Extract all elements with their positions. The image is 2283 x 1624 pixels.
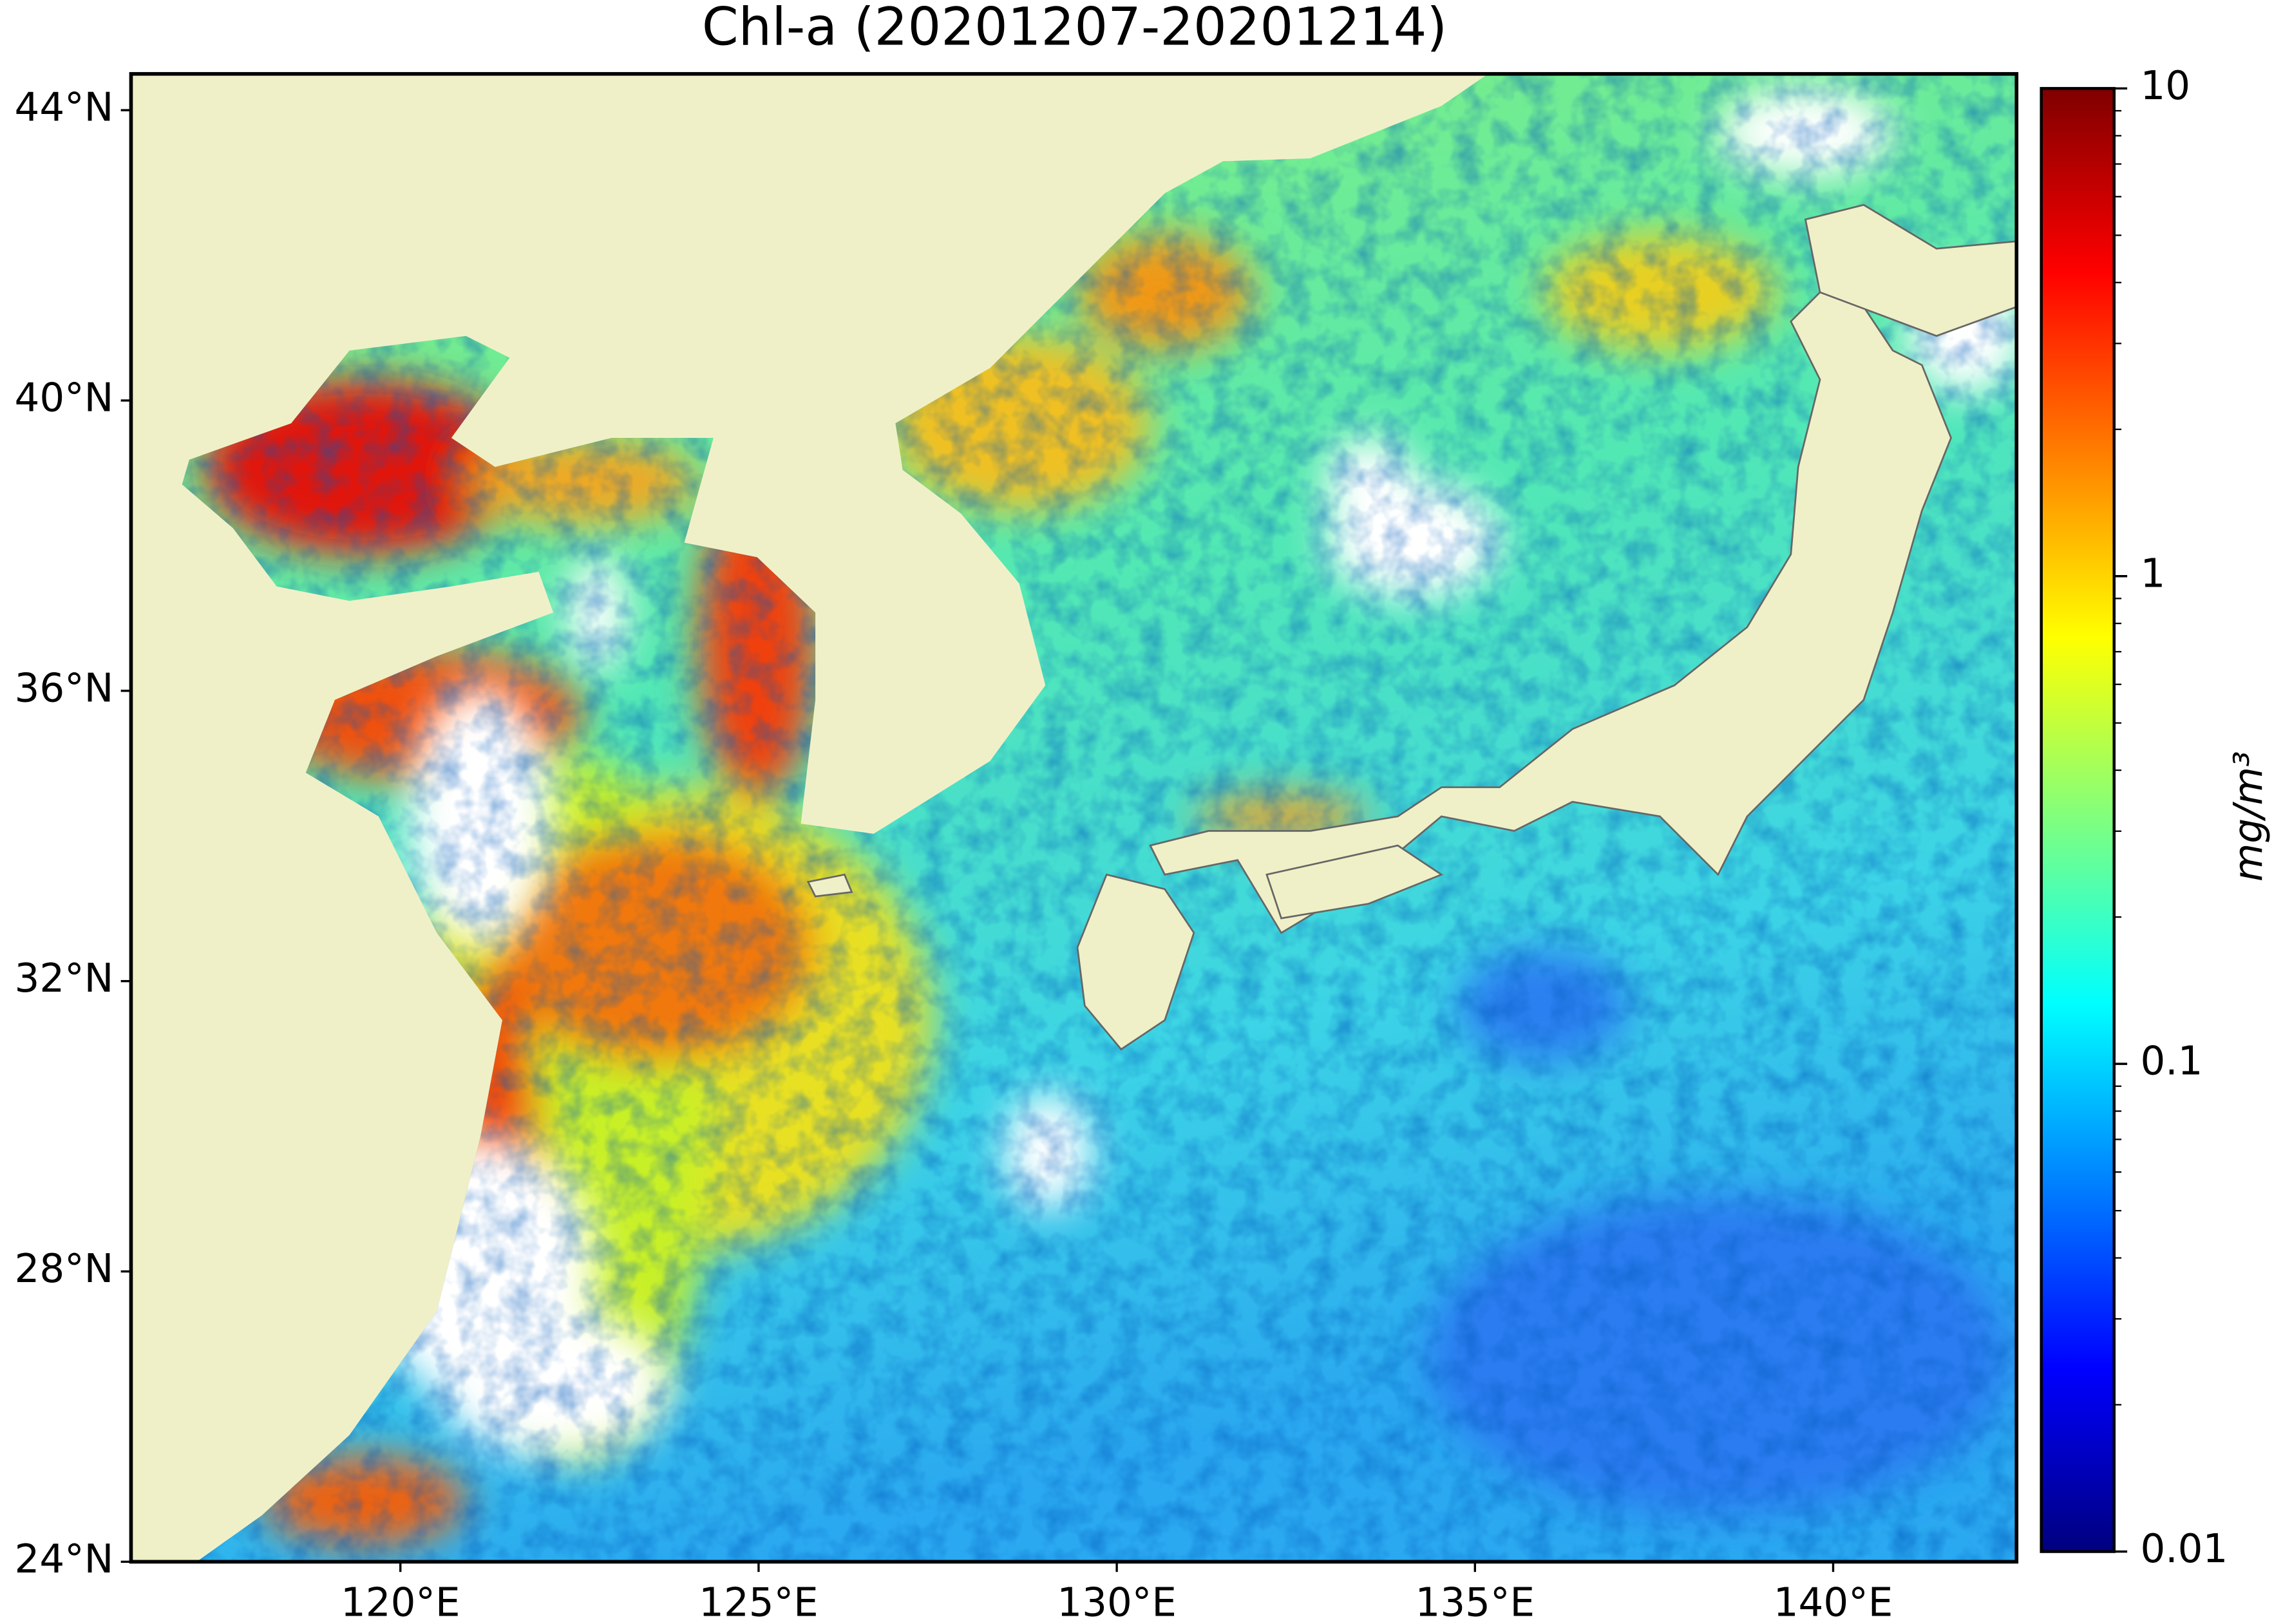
colorbar-tick-label: 10	[2140, 63, 2190, 109]
x-tick-label: 125°E	[699, 1580, 819, 1624]
x-tick-label: 120°E	[341, 1580, 460, 1624]
colorbar-tick-label: 1	[2140, 551, 2165, 596]
x-tick-label: 130°E	[1057, 1580, 1177, 1624]
japan	[806, 203, 2018, 1051]
y-tick-label: 36°N	[15, 665, 114, 711]
colorbar-tick-label: 0.01	[2140, 1526, 2228, 1572]
y-tick-label: 32°N	[15, 956, 114, 1001]
y-tick-label: 24°N	[15, 1536, 114, 1582]
colorbar	[2040, 87, 2116, 1553]
x-tick-label: 135°E	[1416, 1580, 1535, 1624]
colorbar-tick-label: 0.1	[2140, 1039, 2202, 1084]
y-tick-label: 40°N	[15, 375, 114, 421]
colorbar-label: mg/m³	[2226, 751, 2271, 882]
x-tick-label: 140°E	[1774, 1580, 1893, 1624]
y-tick-label: 28°N	[15, 1246, 114, 1292]
map-frame	[129, 71, 2019, 1564]
chart-title: Chl-a (20201207-20201214)	[702, 0, 1447, 57]
y-tick-label: 44°N	[15, 85, 114, 131]
